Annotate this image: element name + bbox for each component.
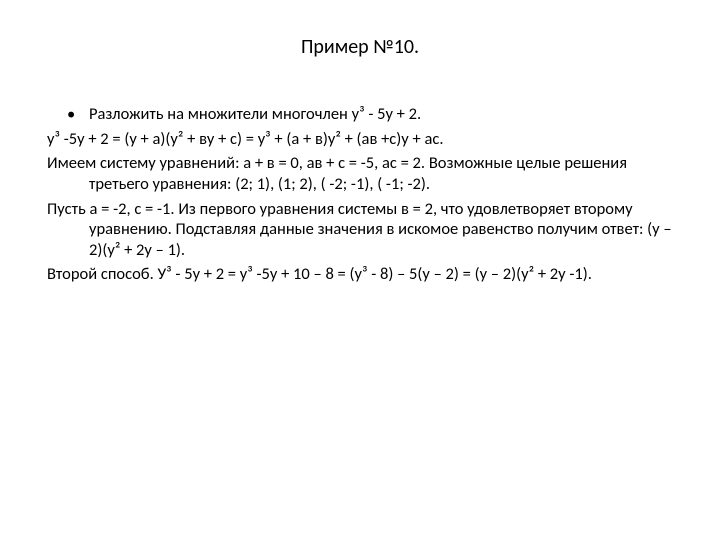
bullet-item: • Разложить на множители многочлен у³ - … bbox=[45, 104, 675, 125]
body-line-1: Разложить на множители многочлен у³ - 5у… bbox=[89, 104, 421, 125]
slide-container: Пример №10. • Разложить на множители мно… bbox=[0, 0, 720, 540]
body-line-2: у³ -5у + 2 = (у + а)(у² + ву + с) = у³ +… bbox=[45, 129, 675, 150]
body-line-5: Второй способ. У³ - 5у + 2 = у³ -5у + 10… bbox=[45, 264, 675, 285]
slide-title: Пример №10. bbox=[45, 35, 675, 59]
body-line-4: Пусть а = -2, с = -1. Из первого уравнен… bbox=[45, 199, 675, 261]
body-line-3: Имеем систему уравнений: а + в = 0, ав +… bbox=[45, 153, 675, 194]
bullet-icon: • bbox=[67, 104, 89, 125]
slide-body: • Разложить на множители многочлен у³ - … bbox=[45, 104, 675, 285]
